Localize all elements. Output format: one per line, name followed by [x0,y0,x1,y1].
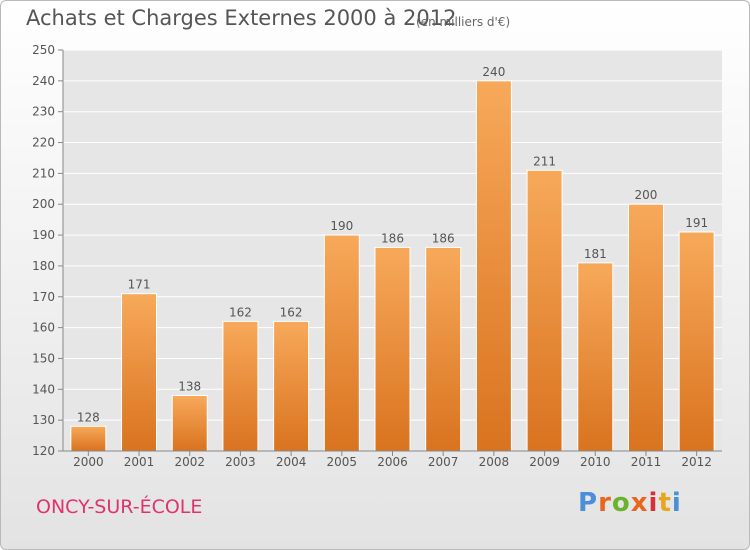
bar-2007 [425,246,462,452]
x-tick-label-2000: 2000 [73,455,104,469]
y-tick-label: 200 [32,197,55,211]
x-axis-ticks: 2000 2001 2002 2003 2004 2005 2006 2007 2008 2009… [73,451,712,469]
y-tick-label: 140 [32,382,55,396]
x-tick-label-2004: 2004 [276,455,307,469]
data-label-2012: 191 [685,216,708,230]
y-tick-label: 190 [32,228,55,242]
bar-2003 [222,320,259,452]
x-tick-label-2002: 2002 [174,455,205,469]
data-label-2002: 138 [178,379,201,393]
data-label-2009: 211 [533,154,556,168]
bar-2010 [577,262,614,452]
proxiti-logo[interactable]: Proxiti [578,488,682,518]
y-tick-label: 250 [32,43,55,57]
data-label-2011: 200 [635,188,658,202]
x-tick-label-2003: 2003 [225,455,256,469]
chart-title: Achats et Charges Externes 2000 à 2012 [26,6,457,30]
y-tick-label: 240 [32,74,55,88]
x-tick-label-2001: 2001 [124,455,155,469]
bar-2006 [374,246,411,452]
x-tick-label-2008: 2008 [479,455,510,469]
logo-letter: t [658,488,672,518]
bar-2002 [171,394,208,452]
data-label-2004: 162 [280,305,303,319]
x-tick-label-2005: 2005 [327,455,358,469]
x-tick-label-2009: 2009 [529,455,560,469]
bar-2008 [475,80,512,452]
y-tick-label: 230 [32,105,55,119]
data-label-2008: 240 [482,65,505,79]
y-tick-label: 210 [32,166,55,180]
y-tick-label: 150 [32,351,55,365]
x-tick-label-2010: 2010 [580,455,611,469]
data-label-2005: 190 [330,219,353,233]
y-tick-label: 130 [32,413,55,427]
y-tick-label: 120 [32,444,55,458]
logo-letter: i [648,488,659,518]
bar-2004 [273,320,310,452]
x-tick-label-2007: 2007 [428,455,459,469]
y-tick-label: 160 [32,321,55,335]
chart-subtitle: (en milliers d'€) [416,15,511,29]
x-tick-label-2012: 2012 [681,455,712,469]
data-label-2001: 171 [128,278,151,292]
x-tick-label-2011: 2011 [631,455,662,469]
data-label-2007: 186 [432,231,455,245]
bars [70,80,715,452]
data-label-2006: 186 [381,231,404,245]
data-label-2000: 128 [77,410,100,424]
logo-letter: x [630,488,649,518]
data-label-2003: 162 [229,305,252,319]
bar-2005 [323,234,360,452]
logo-letter: r [598,488,612,518]
data-labels: 128 171 138 162 162 190 186 186 240 211 181 200 191 [77,65,708,424]
bar-2011 [627,203,664,452]
y-tick-label: 170 [32,290,55,304]
commune-name: ONCY-SUR-ÉCOLE [36,496,203,518]
y-axis-ticks: 120 130 140 150 160 170 180 190 200 210 220 230 240 2… [32,43,722,458]
bar-2012 [678,231,715,452]
y-tick-label: 220 [32,136,55,150]
logo-letter: P [578,488,599,518]
logo-letter: i [671,488,682,518]
y-tick-label: 180 [32,259,55,273]
x-tick-label-2006: 2006 [377,455,408,469]
bar-2001 [121,293,158,452]
data-label-2010: 181 [584,247,607,261]
bar-2000 [70,425,107,452]
bar-2009 [526,169,563,452]
logo-letter: o [611,488,631,518]
